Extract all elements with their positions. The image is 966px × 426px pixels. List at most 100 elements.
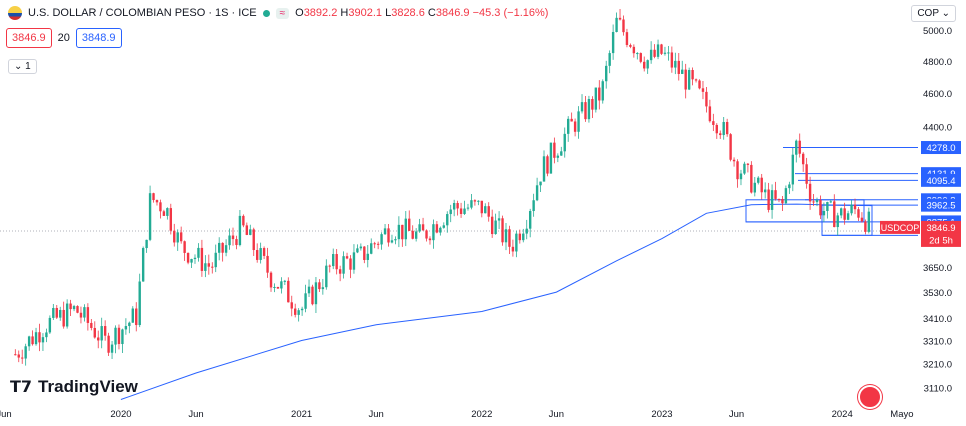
candle-body bbox=[83, 307, 86, 318]
compare-badge[interactable]: ≈ bbox=[275, 7, 290, 19]
candle-body bbox=[69, 303, 72, 310]
currency-selector[interactable]: COP ⌄ bbox=[911, 5, 956, 22]
candle-body bbox=[207, 263, 211, 267]
candle-body bbox=[501, 218, 504, 243]
candle-body bbox=[556, 155, 560, 158]
candle-body bbox=[549, 142, 553, 174]
candle-body bbox=[739, 173, 743, 180]
candle-body bbox=[774, 190, 777, 199]
sell-price-button[interactable]: 3846.9 bbox=[6, 28, 52, 48]
candle-body bbox=[867, 211, 871, 232]
candle-body bbox=[649, 49, 653, 61]
candle-body bbox=[843, 208, 846, 220]
candle-body bbox=[708, 106, 712, 122]
candle-body bbox=[494, 220, 497, 235]
candle-body bbox=[701, 88, 705, 92]
buy-price-button[interactable]: 3848.9 bbox=[75, 28, 122, 48]
candle-body bbox=[290, 302, 293, 309]
candle-body bbox=[674, 60, 677, 68]
candle-body bbox=[287, 280, 290, 303]
candle-body bbox=[625, 32, 629, 45]
candle-body bbox=[408, 218, 411, 231]
candle-body bbox=[570, 118, 573, 122]
candle-body bbox=[605, 65, 608, 82]
candle-body bbox=[712, 121, 715, 125]
candle-body bbox=[725, 121, 729, 135]
candle-body bbox=[860, 217, 864, 222]
candle-body bbox=[135, 308, 138, 326]
candle-body bbox=[224, 245, 228, 253]
candle-body bbox=[152, 193, 155, 201]
candle-body bbox=[694, 79, 698, 81]
candle-body bbox=[518, 233, 522, 241]
candle-body bbox=[121, 329, 124, 345]
candle-body bbox=[753, 182, 757, 193]
candle-body bbox=[822, 210, 826, 216]
candle-body bbox=[145, 239, 148, 249]
candle-body bbox=[463, 208, 466, 214]
x-tick-label: Jun bbox=[729, 409, 744, 420]
candle-body bbox=[681, 69, 684, 74]
candle-body bbox=[456, 203, 459, 209]
x-tick-label: 2020 bbox=[110, 409, 131, 420]
candle-body bbox=[325, 265, 328, 288]
candle-body bbox=[484, 206, 487, 214]
candle-body bbox=[535, 185, 539, 201]
candle-body bbox=[470, 200, 473, 208]
candle-body bbox=[162, 211, 166, 216]
events-flag-icon[interactable] bbox=[858, 385, 882, 409]
candle-body bbox=[670, 52, 674, 68]
candle-body bbox=[193, 257, 197, 260]
candle-body bbox=[632, 46, 636, 54]
candle-body bbox=[273, 286, 276, 288]
candle-body bbox=[283, 280, 287, 282]
candle-body bbox=[231, 235, 235, 240]
candle-body bbox=[819, 199, 822, 216]
candle-body bbox=[311, 286, 314, 305]
x-tick-label: Jun bbox=[188, 409, 203, 420]
candle-body bbox=[591, 99, 594, 110]
candle-body bbox=[179, 232, 183, 242]
candle-body bbox=[228, 235, 231, 246]
y-tick-label: 3650.0 bbox=[923, 263, 952, 274]
candle-body bbox=[750, 164, 753, 193]
candle-body bbox=[805, 164, 808, 184]
range-box[interactable] bbox=[821, 204, 873, 236]
candle-body bbox=[335, 254, 338, 270]
candle-body bbox=[238, 215, 242, 246]
candle-body bbox=[653, 49, 656, 57]
candle-body bbox=[687, 69, 691, 90]
candle-body bbox=[622, 19, 625, 33]
candle-body bbox=[269, 272, 273, 288]
candle-body bbox=[65, 303, 69, 327]
candle-body bbox=[781, 199, 784, 204]
indicators-collapse-button[interactable]: ⌄ 1 bbox=[8, 59, 37, 74]
candle-body bbox=[131, 308, 134, 323]
candle-body bbox=[667, 52, 670, 54]
candle-body bbox=[304, 293, 307, 309]
candle-body bbox=[200, 247, 204, 271]
currency-flag-icon bbox=[8, 6, 22, 20]
candle-body bbox=[318, 282, 321, 290]
candle-body bbox=[677, 60, 680, 74]
candle-body bbox=[425, 230, 428, 239]
candle-body bbox=[217, 242, 221, 253]
candle-body bbox=[594, 87, 598, 110]
candle-body bbox=[31, 336, 34, 345]
range-box[interactable] bbox=[745, 199, 865, 223]
candle-body bbox=[643, 61, 646, 69]
candle-body bbox=[249, 229, 252, 235]
symbol-title[interactable]: U.S. DOLLAR / COLOMBIAN PESO · 1S · ICE bbox=[28, 7, 257, 19]
candle-body bbox=[539, 181, 542, 186]
candle-body bbox=[321, 287, 325, 290]
y-tick-label: 3410.0 bbox=[923, 314, 952, 325]
candle-body bbox=[587, 99, 591, 120]
candle-body bbox=[636, 53, 639, 55]
candle-body bbox=[432, 224, 435, 241]
candle-body bbox=[864, 221, 867, 232]
candle-body bbox=[114, 327, 117, 345]
candle-body bbox=[21, 357, 24, 359]
candle-body bbox=[352, 252, 356, 270]
candle-body bbox=[446, 214, 449, 226]
